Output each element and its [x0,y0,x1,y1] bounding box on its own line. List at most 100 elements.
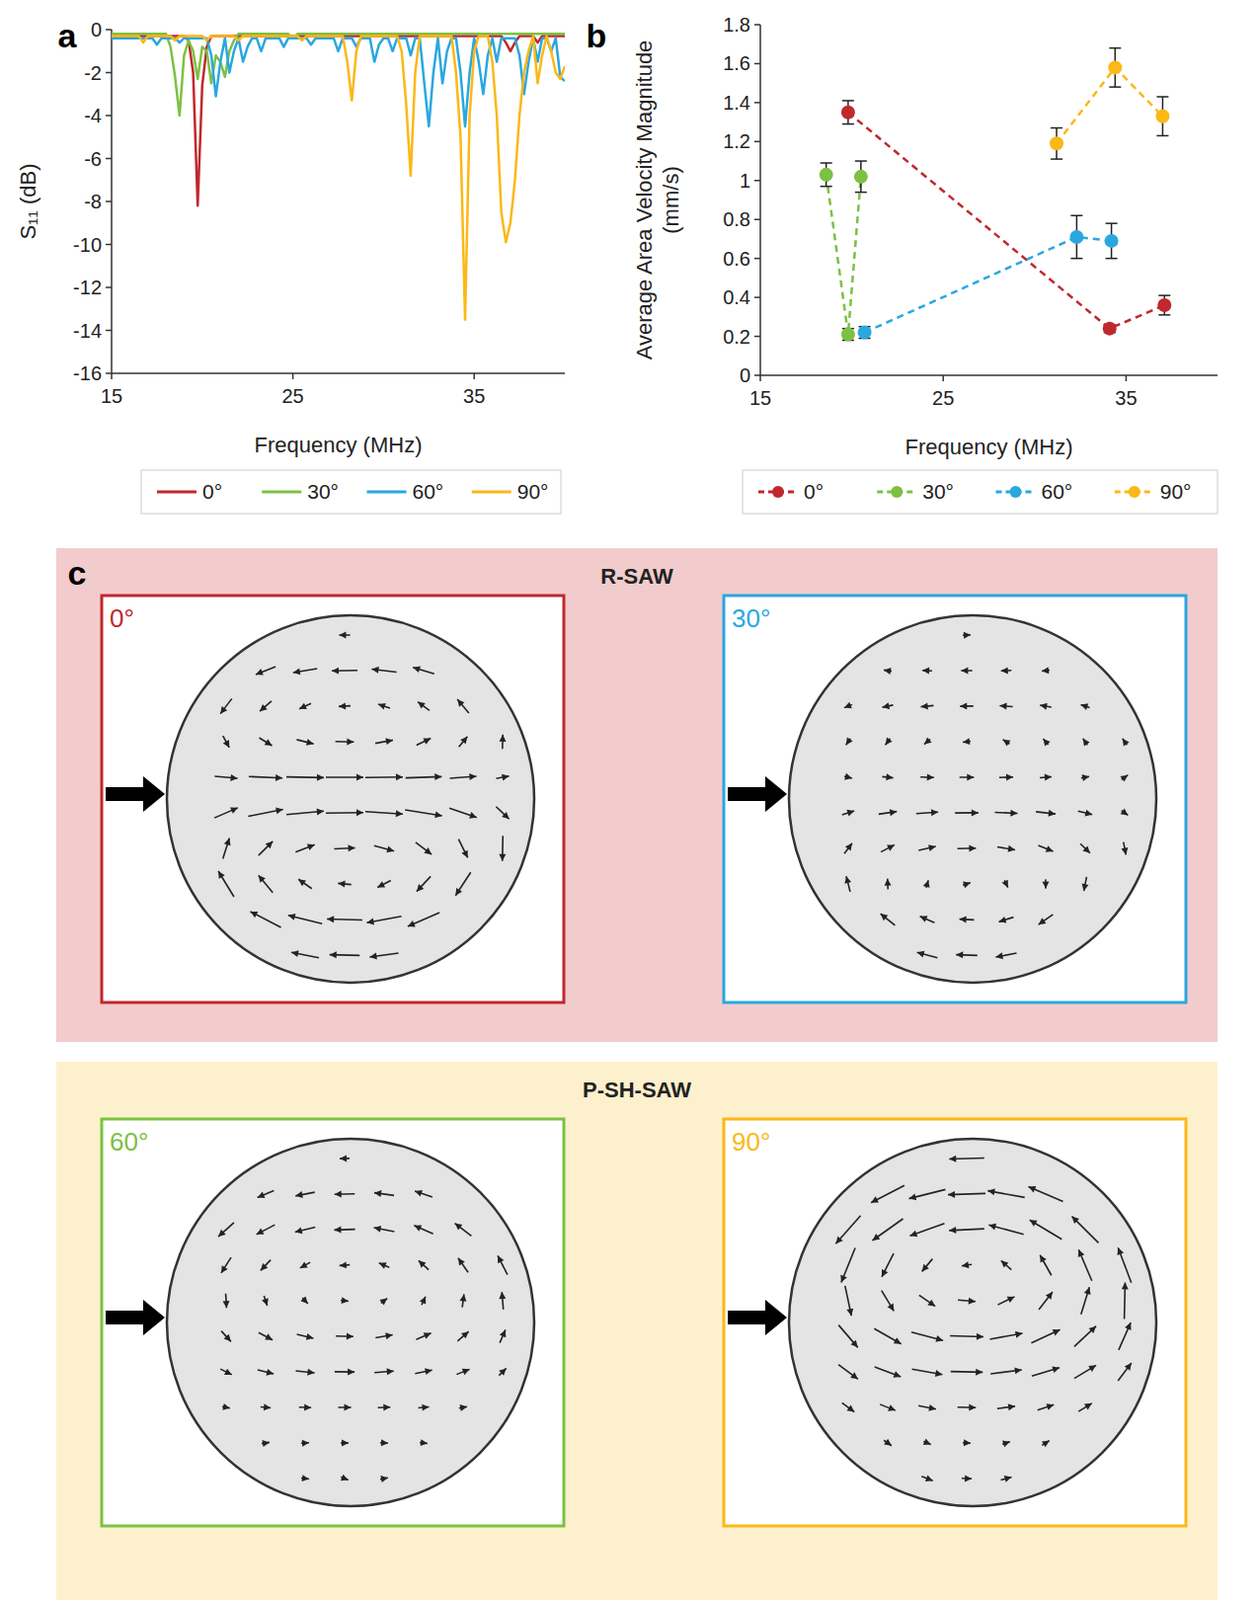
flow-arrow-head [844,702,853,708]
flow-arrow-head [927,773,935,781]
error-cap [1156,95,1169,98]
flow-arrow-head [498,854,506,862]
flow-arrow [456,1368,470,1374]
background [0,0,1258,1600]
plot-area [819,48,1173,342]
point [1107,60,1122,75]
flow-arrow-head [288,913,297,921]
flow-arrow-head [960,667,968,675]
flow-arrow [260,1259,271,1271]
flow-arrow [880,844,895,852]
y-tick [105,243,112,246]
legend-box [742,470,1218,514]
flow-arrow [838,1325,858,1348]
flow-arrow [922,1258,934,1272]
flow-arrow-head [1121,1281,1129,1289]
y-tick [754,101,761,104]
flow-arrow [870,1184,905,1202]
flow-arrow-head [961,1260,969,1268]
flow-arrow [879,1404,896,1411]
legend-box [141,470,561,514]
point [1104,234,1119,248]
flow-arrow-head [1010,809,1018,817]
y-tick-label: 0.6 [722,247,751,270]
flow-arrow-head [1039,1255,1046,1263]
legend-marker [1010,485,1023,498]
flow-arrow-head [224,838,232,847]
group-background [56,1061,1218,1600]
flow-arrow [1078,1249,1092,1281]
flow-arrow [881,1290,895,1312]
y-tick-label: 1 [739,169,751,192]
series-line [111,36,565,320]
flow-arrow-head [499,734,507,742]
flow-arrow-head [1078,1249,1085,1258]
flow-arrow [455,1223,472,1237]
flow-arrow-head [371,666,379,674]
error-bar [1108,48,1121,87]
flow-arrow [220,698,233,713]
flow-arrow-head [928,844,937,852]
flow-arrow-head [461,1331,470,1338]
flow-arrow-head [1046,1403,1055,1411]
flow-arrow [919,1294,936,1306]
flow-arrow-head [1088,1364,1097,1372]
error-cap [842,99,855,102]
flow-arrow-head [341,1296,349,1304]
x-tick [1125,375,1128,382]
plot-area [111,33,565,319]
flow-arrow-head [845,843,853,852]
flow-arrow-head [298,878,307,886]
flow-arrow-head [959,702,967,709]
x-tick-label: 35 [1114,387,1137,409]
flow-arrow-head [339,1260,347,1268]
flow-arrow-head [870,1195,879,1202]
flow-arrow-head [971,808,979,816]
error-bar [1156,96,1169,136]
flow-arrow [1117,1247,1131,1283]
image-label: 60° [109,1126,149,1157]
flow-arrow [459,736,469,748]
flow-arrow-head [959,915,967,923]
flow-arrow-head [374,1225,383,1233]
flow-arrow [458,1258,469,1272]
y-tick [105,372,112,375]
error-cap [1105,257,1118,260]
flow-arrow-head [1082,774,1091,782]
flow-arrow [1037,845,1053,852]
flow-arrow [377,879,391,887]
flow-arrow-head [947,1190,955,1198]
legend-marker [772,485,785,498]
y-tick-label: -6 [83,148,102,170]
flow-arrow-head [293,667,301,675]
flow-arrow-head [846,737,854,746]
flow-arrow-head [412,665,421,673]
flow-arrow-head [326,915,334,923]
flow-arrow-head [844,773,853,781]
flow-arrow-head [1007,1296,1016,1303]
flow-arrow-head [300,1260,309,1267]
flow-arrow-head [339,1154,347,1162]
x-tick-label: 25 [281,385,304,407]
series-line [1056,67,1163,144]
flow-arrow-head [847,1405,856,1413]
flow-arrow-head [1006,774,1014,782]
flow-arrow-head [497,1255,504,1263]
flow-arrow-head [455,1223,464,1231]
droplet [788,615,1157,983]
flow-arrow-head [333,1226,341,1234]
flow-arrow-head [1084,1286,1092,1295]
flow-arrow-head [498,1367,506,1375]
flow-arrow-head [1028,1185,1037,1192]
flow-arrow-head [416,883,424,892]
flow-arrow [220,1368,233,1375]
droplet [166,615,535,983]
flow-arrow-head [261,1297,269,1306]
flow-arrow-head [259,704,268,711]
x-tick [759,375,762,382]
flow-arrow-head [1029,1219,1038,1227]
flow-arrow-head [1084,1403,1093,1411]
x-tick-label: 25 [932,387,954,409]
flow-arrow-head [304,1403,312,1411]
flow-arrow-head [1001,666,1009,674]
